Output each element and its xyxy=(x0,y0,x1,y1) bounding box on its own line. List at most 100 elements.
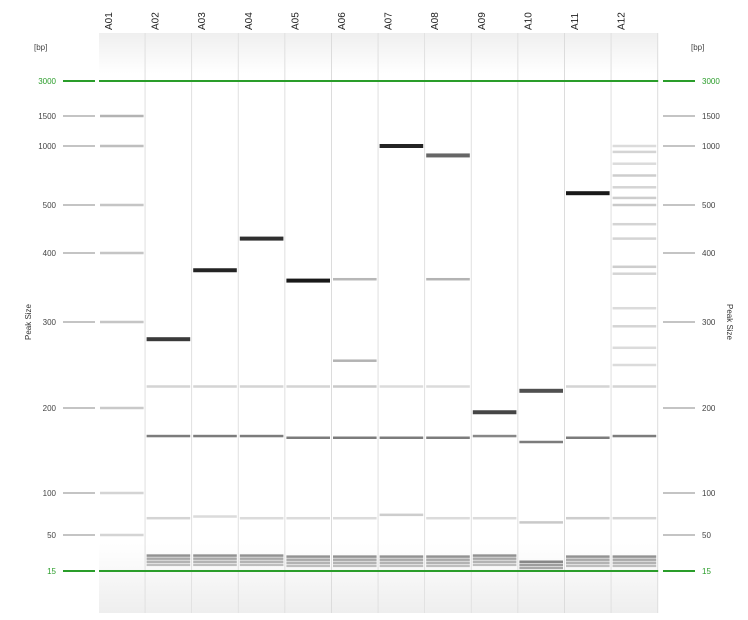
band-a02-167 xyxy=(146,434,191,438)
band-a06-165 xyxy=(333,436,377,439)
band-a12-650 xyxy=(612,186,657,189)
band-a12-500 xyxy=(612,203,657,207)
size-axis-ticks xyxy=(63,80,695,572)
band-a03-30 xyxy=(193,554,237,557)
lane-divider xyxy=(517,33,519,613)
marker-line-15 xyxy=(99,570,659,572)
band-a12-250 xyxy=(612,363,657,367)
ladder-label-right: 1000 xyxy=(702,142,720,151)
lane-label: A02 xyxy=(151,12,162,30)
band-a12-950 xyxy=(612,150,657,154)
band-a09-27 xyxy=(472,557,517,560)
lane-label: A04 xyxy=(244,12,255,30)
lane-a12 xyxy=(611,33,659,613)
band-a05-29 xyxy=(286,555,330,558)
band-a12-23 xyxy=(612,561,657,565)
lane-a06 xyxy=(332,33,379,613)
lane-divider xyxy=(284,33,286,613)
ladder-label-right: 15 xyxy=(702,567,711,576)
band-a04-24 xyxy=(239,560,284,563)
band-a12-26 xyxy=(612,558,657,561)
band-a11-600 xyxy=(566,191,610,196)
band-a06-20 xyxy=(333,564,377,568)
ladder-label-right: 400 xyxy=(702,249,716,258)
band-a06-23 xyxy=(333,561,377,565)
band-a12-295 xyxy=(612,325,657,328)
band-a07-26 xyxy=(379,558,424,561)
ladder-label-left: 100 xyxy=(43,489,57,498)
axis-title-left: Peak Size xyxy=(24,303,33,340)
band-a03-375 xyxy=(193,268,237,273)
ladder-label-right: 3000 xyxy=(702,77,720,86)
band-a01-100 xyxy=(100,491,144,495)
lane-divider xyxy=(144,33,146,613)
band-a12-167 xyxy=(612,434,657,438)
band-a07-23 xyxy=(379,561,424,565)
band-a05-165 xyxy=(286,436,330,439)
band-a07-29 xyxy=(379,555,424,558)
band-a12-70 xyxy=(612,516,657,520)
band-a03-21 xyxy=(193,563,237,567)
lane-background xyxy=(238,33,285,613)
band-a04-167 xyxy=(239,434,284,438)
band-a12-380 xyxy=(612,265,657,269)
lane-a02 xyxy=(145,33,193,613)
ladder-label-left: 1000 xyxy=(38,142,56,151)
band-a06-225 xyxy=(333,385,377,388)
lane-divider xyxy=(470,33,472,613)
ladder-label-right: 500 xyxy=(702,201,716,210)
band-a02-70 xyxy=(146,516,191,520)
band-a10-24 xyxy=(519,560,563,563)
lane-a10 xyxy=(518,33,565,613)
band-a08-362 xyxy=(426,277,470,281)
ladder-label-right: 300 xyxy=(702,318,716,327)
band-a01-400 xyxy=(100,251,144,255)
band-a01-1000 xyxy=(100,144,144,148)
band-a12-370 xyxy=(612,272,657,275)
lane-divider xyxy=(377,33,379,613)
band-a05-23 xyxy=(286,561,330,565)
band-a06-70 xyxy=(333,516,377,520)
axis-title-right: Peak Size xyxy=(725,304,734,341)
band-a01-300 xyxy=(100,320,144,324)
lane-label: A08 xyxy=(430,12,441,30)
band-a03-24 xyxy=(193,560,237,563)
band-a02-27 xyxy=(146,557,191,560)
band-a02-30 xyxy=(146,554,191,557)
band-a08-29 xyxy=(426,555,470,558)
lane-background xyxy=(425,33,471,613)
band-a07-20 xyxy=(379,564,424,568)
band-a12-20 xyxy=(612,564,657,568)
band-a05-26 xyxy=(286,558,330,561)
lane-background xyxy=(471,33,518,613)
band-a04-70 xyxy=(239,516,284,520)
band-a11-225 xyxy=(566,385,610,388)
lane-background xyxy=(611,33,658,613)
lane-background xyxy=(518,33,564,613)
lane-label: A11 xyxy=(570,13,581,30)
band-a09-24 xyxy=(472,560,517,563)
band-a08-165 xyxy=(426,436,470,439)
band-a12-1000 xyxy=(612,144,657,148)
band-a05-360 xyxy=(286,278,330,283)
band-a03-72 xyxy=(193,515,237,518)
band-a04-225 xyxy=(239,385,284,388)
band-a06-29 xyxy=(333,555,377,558)
band-a11-23 xyxy=(566,561,610,565)
units-label-right: [bp] xyxy=(691,43,704,52)
band-a08-70 xyxy=(426,516,470,520)
band-a06-362 xyxy=(333,277,377,281)
gel-lanes xyxy=(99,33,659,613)
band-a12-320 xyxy=(612,306,657,310)
band-a03-167 xyxy=(193,434,237,438)
band-a11-20 xyxy=(566,564,610,568)
band-a12-460 xyxy=(612,222,657,226)
ladder-label-left: 500 xyxy=(43,201,57,210)
ladder-label-left: 3000 xyxy=(38,77,56,86)
lane-label: A10 xyxy=(523,12,534,30)
lane-label: A03 xyxy=(197,12,208,30)
band-a12-750 xyxy=(612,174,657,177)
band-a06-26 xyxy=(333,558,377,561)
band-a06-255 xyxy=(333,359,377,362)
